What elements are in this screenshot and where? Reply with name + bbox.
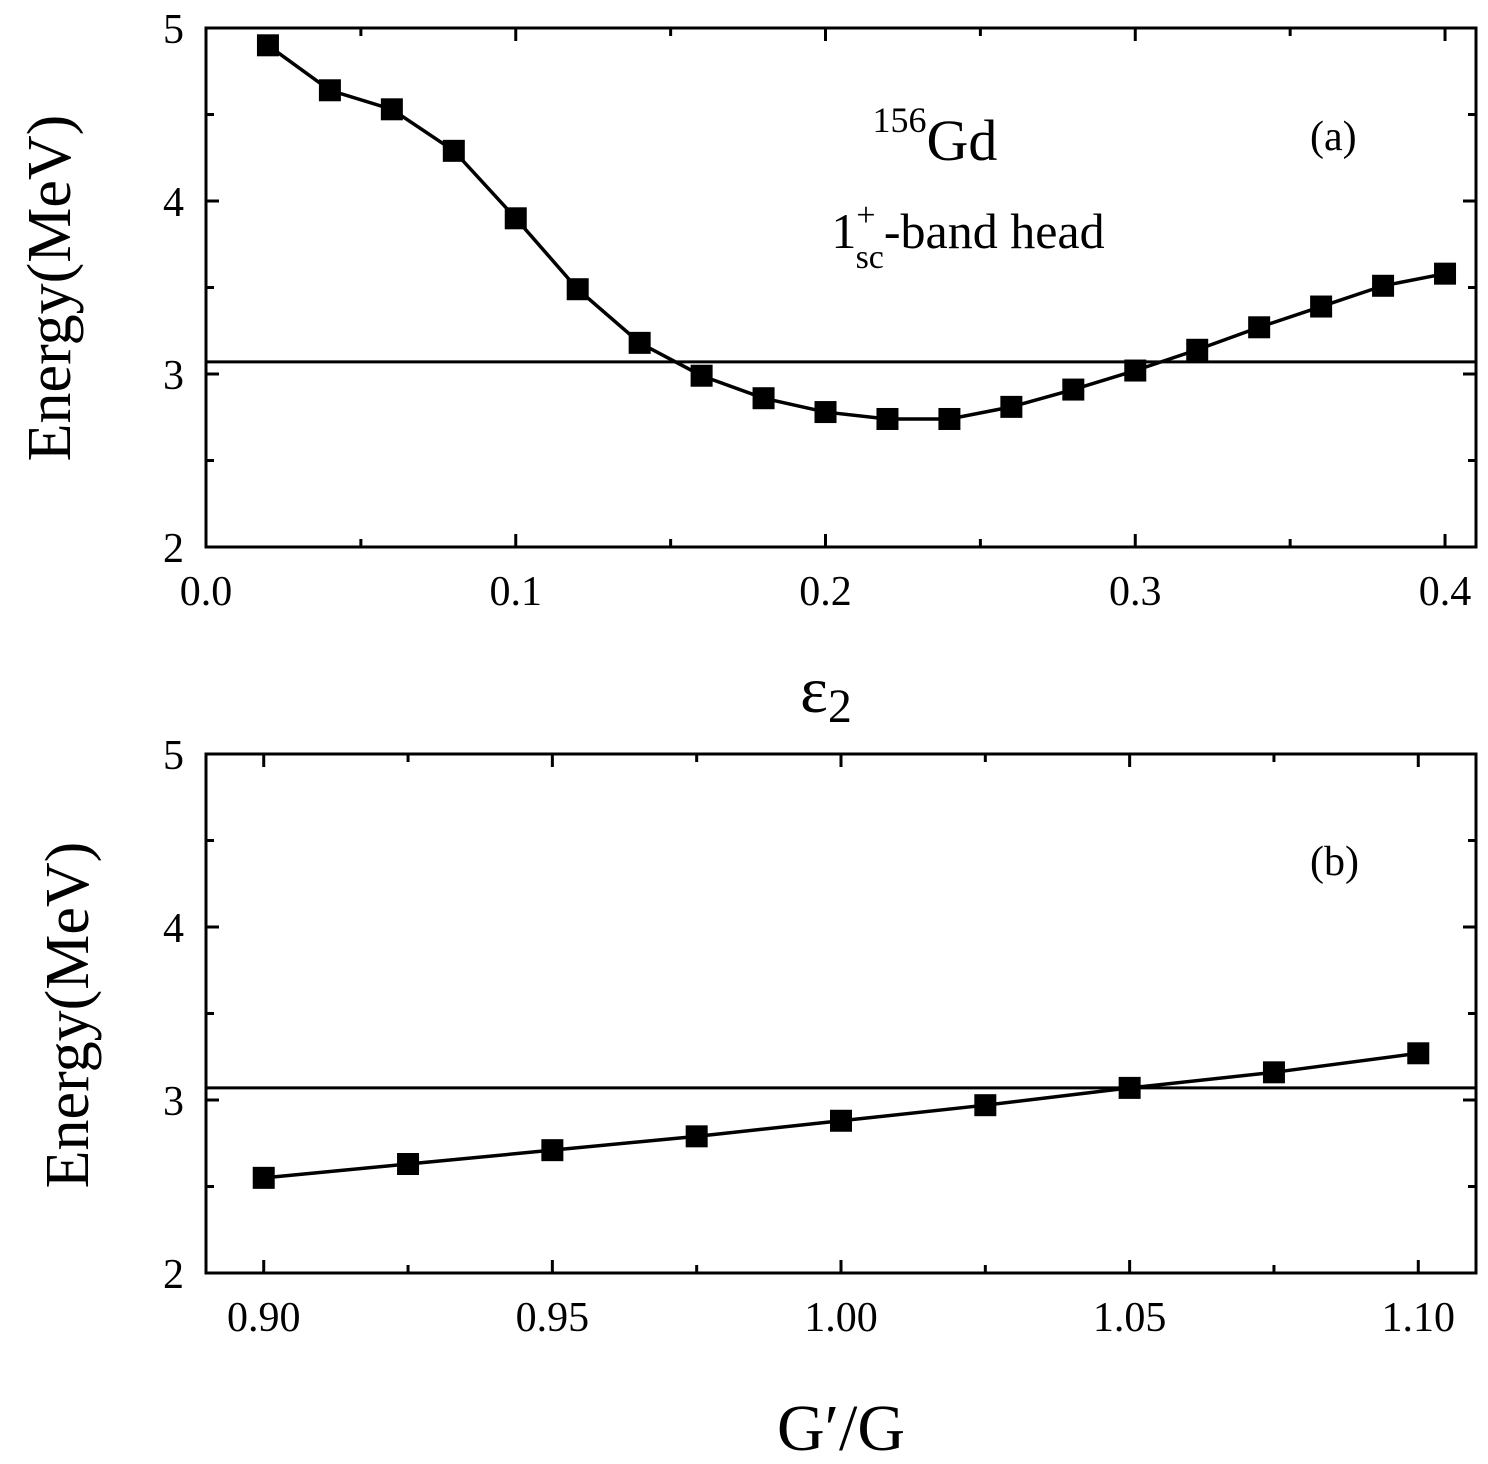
data-point — [566, 278, 589, 301]
x-tick-label: 0.90 — [227, 1295, 301, 1341]
data-point — [974, 1094, 997, 1117]
y-tick-label: 2 — [163, 1252, 184, 1298]
tick-labels-a: 0.0 0.1 0.2 0.3 0.4 2 3 4 5 — [163, 7, 1471, 615]
data-point — [628, 331, 651, 354]
data-point — [256, 34, 279, 57]
data-point — [1000, 395, 1023, 418]
y-tick-label: 2 — [163, 526, 184, 572]
x-tick-label: 0.3 — [1109, 569, 1162, 615]
y-tick-label: 4 — [163, 906, 184, 952]
x-tick-label: 1.10 — [1382, 1295, 1456, 1341]
panel-b: 0.90 0.95 1.00 1.05 1.10 2 3 4 5 Energy(MeV) G′/… — [34, 733, 1478, 1464]
plot-frame-b — [204, 752, 1478, 1275]
y-tick-label: 3 — [163, 1079, 184, 1125]
series-b — [252, 1042, 1430, 1189]
data-point — [876, 407, 899, 430]
nucleus-label: 156Gd — [873, 100, 998, 173]
x-tick-label: 0.1 — [490, 569, 543, 615]
data-point — [814, 401, 837, 424]
data-point — [938, 407, 961, 430]
data-point — [1262, 1061, 1285, 1084]
x-tick-label: 0.0 — [180, 569, 233, 615]
x-tick-label: 0.95 — [516, 1295, 590, 1341]
data-point — [252, 1166, 275, 1189]
x-tick-label: 0.4 — [1419, 569, 1472, 615]
data-point — [1248, 316, 1271, 339]
data-point — [1407, 1042, 1430, 1065]
y-tick-label: 3 — [163, 353, 184, 399]
data-point — [1062, 378, 1085, 401]
data-point — [1118, 1076, 1141, 1099]
tick-labels-b: 0.90 0.95 1.00 1.05 1.10 2 3 4 5 — [163, 733, 1455, 1341]
panel-label-a: (a) — [1310, 114, 1357, 160]
y-tick-label: 5 — [163, 733, 184, 779]
data-point — [1186, 338, 1209, 361]
series-a — [256, 34, 1457, 430]
data-point — [397, 1153, 420, 1176]
data-point — [1434, 262, 1457, 285]
x-tick-label: 1.00 — [804, 1295, 878, 1341]
data-point — [685, 1125, 708, 1148]
data-point — [504, 207, 527, 230]
data-point — [830, 1109, 852, 1132]
data-point — [1124, 359, 1147, 382]
x-tick-label: 0.2 — [799, 569, 852, 615]
data-point — [442, 139, 465, 162]
data-point — [690, 364, 713, 387]
y-axis-label-a: Energy(MeV) — [16, 115, 84, 462]
data-point — [541, 1139, 564, 1162]
data-point — [380, 98, 403, 121]
y-tick-label: 5 — [163, 7, 184, 53]
x-axis-label-a: ε2 — [800, 654, 852, 733]
state-label: 1+ sc-band head — [831, 197, 1104, 276]
x-tick-label: 1.05 — [1093, 1295, 1167, 1341]
panel-a: 0.0 0.1 0.2 0.3 0.4 2 3 4 5 Energy(MeV) ε2 (a) 1… — [16, 7, 1478, 733]
panel-label-b: (b) — [1310, 839, 1359, 885]
y-tick-label: 4 — [163, 180, 184, 226]
y-axis-label-b: Energy(MeV) — [34, 842, 102, 1189]
ticks-a — [204, 26, 1476, 549]
data-point — [1372, 274, 1395, 297]
data-point — [752, 387, 775, 410]
x-axis-label-b: G′/G — [777, 1392, 905, 1464]
ticks-b — [206, 752, 1476, 1275]
data-point — [1310, 295, 1333, 318]
data-point — [318, 79, 341, 102]
